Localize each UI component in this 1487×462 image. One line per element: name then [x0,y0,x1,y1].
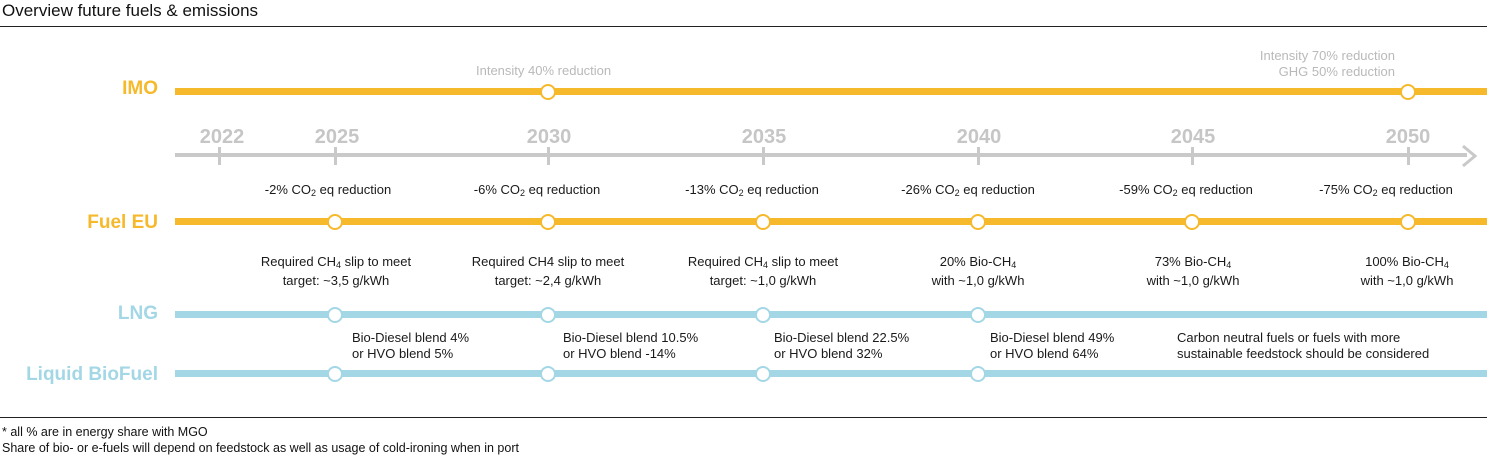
year-label-2045: 2045 [1170,126,1216,148]
axis-tick-2035 [762,147,765,165]
year-label-2040: 2040 [956,126,1002,148]
biofuel-milestone-2035 [755,366,771,382]
fuel-eu-milestone-2030 [540,214,556,230]
imo-milestone-2030 [540,84,556,100]
axis-tick-2040 [977,147,980,165]
fuel-eu-milestone-2050 [1400,214,1416,230]
lng-target-2050: 100% Bio-CH4 with ~1,0 g/kWh [1360,254,1454,288]
axis-tick-2022 [218,147,221,165]
year-label-2030: 2030 [526,126,572,148]
axis-tick-2050 [1407,147,1410,165]
lng-milestone-2040 [970,307,986,323]
fuel-eu-milestone-2040 [970,214,986,230]
biofuel-blend-2035: Bio-Diesel blend 22.5% or HVO blend 32% [774,330,910,361]
row-label-lng: LNG [117,303,158,324]
imo-track [175,88,1487,95]
imo-note-2030: Intensity 40% reduction [476,63,612,78]
fuel-eu-reduction-2050: -75% CO2 eq reduction [1319,182,1453,198]
lng-target-2040: 20% Bio-CH4 with ~1,0 g/kWh [931,254,1025,288]
fuel-eu-milestone-2045 [1184,214,1200,230]
biofuel-blend-2045-onward: Carbon neutral fuels or fuels with more s… [1177,330,1430,361]
axis-tick-2030 [547,147,550,165]
fuel-eu-milestone-2025 [327,214,343,230]
fuel-eu-milestone-2035 [755,214,771,230]
row-label-fuel-eu: Fuel EU [87,212,158,233]
imo-note-2050-line1: Intensity 70% reduction [1259,48,1395,63]
lng-milestone-2030 [540,307,556,323]
fuel-eu-reduction-2035: -13% CO2 eq reduction [685,182,819,198]
year-label-2022: 2022 [199,126,245,148]
footnote-energy-share: * all % are in energy share with MGO [2,425,208,439]
lng-milestone-2035 [755,307,771,323]
biofuel-milestone-2040 [970,366,986,382]
biofuel-track [175,370,1487,377]
year-label-2050: 2050 [1385,126,1431,148]
lng-target-2030: Required CH4 slip to meet target: ~2,4 g/… [471,254,625,288]
axis-tick-2045 [1191,147,1194,165]
imo-note-2050-line2: GHG 50% reduction [1278,64,1395,79]
lng-target-2025: Required CH4 slip to meet target: ~3,5 g/… [260,254,412,288]
timeline-arrow-icon [1462,144,1478,168]
fuel-eu-reduction-2030: -6% CO2 eq reduction [473,182,601,198]
bottom-rule [0,417,1487,418]
fuel-eu-track [175,218,1487,225]
biofuel-blend-2040: Bio-Diesel blend 49% or HVO blend 64% [990,330,1115,361]
footnote-feedstock: Share of bio- or e-fuels will depend on … [2,441,519,455]
fuel-eu-reduction-2045: -59% CO2 eq reduction [1119,182,1253,198]
lng-milestone-2025 [327,307,343,323]
year-label-2025: 2025 [314,126,360,148]
row-label-liquid-biofuel: Liquid BioFuel [26,364,158,385]
lng-target-2035: Required CH4 slip to meet target: ~1,0 g/… [687,254,839,288]
row-label-imo: IMO [122,78,158,99]
biofuel-milestone-2025 [327,366,343,382]
fuel-eu-reduction-2040: -26% CO2 eq reduction [901,182,1035,198]
lng-track [175,311,1487,318]
timeline-axis [175,153,1467,157]
lng-target-2045: 73% Bio-CH4 with ~1,0 g/kWh [1146,254,1240,288]
fuel-eu-reduction-2025: -2% CO2 eq reduction [264,182,392,198]
biofuel-blend-2030: Bio-Diesel blend 10.5% or HVO blend -14% [563,330,699,361]
imo-milestone-2050 [1400,84,1416,100]
top-rule [0,26,1487,27]
year-label-2035: 2035 [741,126,787,148]
axis-tick-2025 [334,147,337,165]
biofuel-milestone-2030 [540,366,556,382]
page-title: Overview future fuels & emissions [2,1,259,20]
biofuel-blend-2025: Bio-Diesel blend 4% or HVO blend 5% [352,330,470,361]
